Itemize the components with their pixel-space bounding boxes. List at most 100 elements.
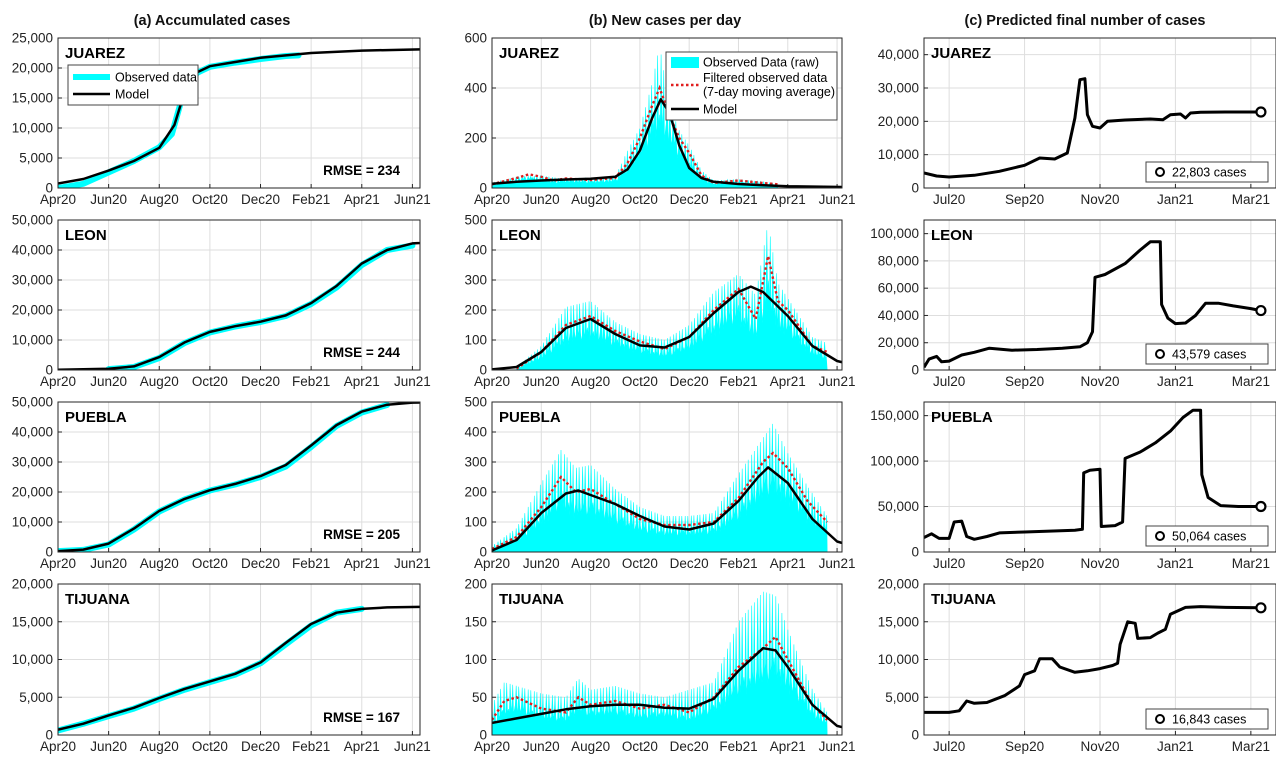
x-tick-label: Dec20 xyxy=(241,192,280,207)
axes-frame xyxy=(57,401,421,553)
y-tick-label: 0 xyxy=(45,545,53,560)
x-tick-label: Jun20 xyxy=(90,556,127,571)
axes-frame xyxy=(57,219,421,371)
y-tick-label: 40,000 xyxy=(878,47,919,62)
y-tick-label: 5,000 xyxy=(885,690,919,705)
y-tick-label: 500 xyxy=(464,213,487,228)
chart-panel-b-juarez: 0 200 400 600 Apr20 Jun20 Aug20 Oct20 Dec20 Feb21… xyxy=(464,31,855,208)
x-tick-label: Apr20 xyxy=(40,374,76,389)
y-tick-label: 200 xyxy=(464,577,487,592)
rmse-label: RMSE = 167 xyxy=(323,710,400,725)
x-tick-label: Nov20 xyxy=(1080,556,1119,571)
x-tick-label: Sep20 xyxy=(1005,374,1044,389)
legend-box xyxy=(67,64,199,106)
x-tick-label: Sep20 xyxy=(1005,192,1044,207)
y-tick-label: 0 xyxy=(911,363,919,378)
y-tick-label: 10,000 xyxy=(12,333,53,348)
x-tick-label: Aug20 xyxy=(140,739,179,754)
y-tick-label: 300 xyxy=(464,455,487,470)
x-tick-label: Jun20 xyxy=(523,739,560,754)
series-group xyxy=(492,423,842,552)
y-tick-label: 10,000 xyxy=(878,147,919,162)
y-tick-label: 20,000 xyxy=(12,485,53,500)
x-tick-label: Aug20 xyxy=(571,374,610,389)
y-tick-label: 20,000 xyxy=(878,114,919,129)
y-tick-label: 100,000 xyxy=(870,226,919,241)
x-tick-label: Aug20 xyxy=(140,374,179,389)
predicted-final-line xyxy=(924,408,1261,541)
x-tick-label: Apr20 xyxy=(40,556,76,571)
x-tick-label: Jun21 xyxy=(819,739,856,754)
y-tick-label: 0 xyxy=(45,728,53,743)
y-tick-label: 30,000 xyxy=(12,273,53,288)
final-value-marker xyxy=(1255,602,1267,614)
y-tick-label: 0 xyxy=(45,181,53,196)
axes-frame xyxy=(491,401,843,553)
x-tick-label: Jul20 xyxy=(933,739,965,754)
axes-frame xyxy=(923,583,1276,736)
filtered-moving-average-line xyxy=(515,255,828,370)
legend-raw-swatch xyxy=(671,57,699,68)
legend-filtered-label: Filtered observed data xyxy=(703,71,827,85)
rmse-label: RMSE = 244 xyxy=(323,345,400,360)
x-tick-label: Dec20 xyxy=(241,374,280,389)
x-tick-label: Jun21 xyxy=(819,374,856,389)
y-tick-label: 400 xyxy=(464,425,487,440)
x-tick-label: Jul20 xyxy=(933,556,965,571)
x-tick-label: Aug20 xyxy=(571,739,610,754)
chart-panel-c-juarez: 0 10,000 20,000 30,000 40,000 Jul20 Sep20 Nov20… xyxy=(878,37,1276,207)
x-tick-label: Nov20 xyxy=(1080,192,1119,207)
x-tick-label: Dec20 xyxy=(241,556,280,571)
x-tick-label: Oct20 xyxy=(192,556,228,571)
final-cases-label: 22,803 cases xyxy=(1172,166,1246,180)
series-group xyxy=(58,605,420,734)
chart-panel-b-puebla: 0 100 200 300 400 500 Apr20 Jun20 Aug20 Oct20 Dec2… xyxy=(464,395,855,572)
axes-frame xyxy=(923,401,1276,553)
column-title-c: (c) Predicted final number of cases xyxy=(965,13,1206,29)
y-tick-label: 25,000 xyxy=(12,31,53,46)
y-tick-label: 600 xyxy=(464,31,487,46)
y-tick-label: 20,000 xyxy=(12,303,53,318)
y-tick-label: 300 xyxy=(464,273,487,288)
y-tick-label: 100 xyxy=(464,515,487,530)
series-group xyxy=(58,402,420,552)
y-tick-label: 5,000 xyxy=(19,151,53,166)
x-tick-label: Oct20 xyxy=(622,556,658,571)
x-tick-label: Jun20 xyxy=(90,739,127,754)
chart-panel-c-leon: 0 20,000 40,000 60,000 80,000 100,000 Jul20 Sep… xyxy=(870,219,1276,389)
city-label: LEON xyxy=(499,227,541,244)
y-tick-label: 10,000 xyxy=(878,652,919,667)
y-tick-label: 0 xyxy=(911,728,919,743)
predicted-final-line xyxy=(924,240,1262,369)
x-tick-label: Apr21 xyxy=(770,556,806,571)
x-tick-label: Feb21 xyxy=(719,374,757,389)
y-tick-label: 0 xyxy=(911,545,919,560)
city-label: PUEBLA xyxy=(65,409,127,426)
x-tick-label: Jun21 xyxy=(394,192,431,207)
x-tick-label: Feb21 xyxy=(719,739,757,754)
x-tick-label: Feb21 xyxy=(292,739,330,754)
observed-raw-bars xyxy=(492,423,828,552)
y-tick-label: 20,000 xyxy=(878,577,919,592)
city-label: JUAREZ xyxy=(931,45,991,62)
y-tick-label: 60,000 xyxy=(878,281,919,296)
observed-raw-bars xyxy=(516,230,828,370)
chart-panel-a-juarez: 0 5,000 10,000 15,000 20,000 25,000 Apr20 Jun20… xyxy=(12,31,431,208)
final-value-marker xyxy=(1255,106,1267,118)
y-tick-label: 400 xyxy=(464,81,487,96)
chart-panel-b-tijuana: 0 50 100 150 200 Apr20 Jun20 Aug20 Oct20 Dec20 Feb… xyxy=(464,577,856,755)
y-tick-label: 10,000 xyxy=(12,121,53,136)
x-tick-label: Apr21 xyxy=(770,739,806,754)
y-tick-label: 40,000 xyxy=(878,308,919,323)
y-tick-label: 0 xyxy=(479,545,487,560)
final-cases-marker xyxy=(1155,714,1165,724)
model-line xyxy=(58,402,420,552)
x-tick-label: Nov20 xyxy=(1080,374,1119,389)
chart-panel-c-puebla: 0 50,000 100,000 150,000 Jul20 Sep20 Nov20 Jan2… xyxy=(870,401,1276,571)
x-tick-label: Aug20 xyxy=(140,192,179,207)
x-tick-label: Apr20 xyxy=(40,192,76,207)
x-tick-label: Mar21 xyxy=(1232,739,1270,754)
final-cases-label: 16,843 cases xyxy=(1172,713,1246,727)
final-cases-label: 43,579 cases xyxy=(1172,348,1246,362)
city-label: LEON xyxy=(931,227,973,244)
